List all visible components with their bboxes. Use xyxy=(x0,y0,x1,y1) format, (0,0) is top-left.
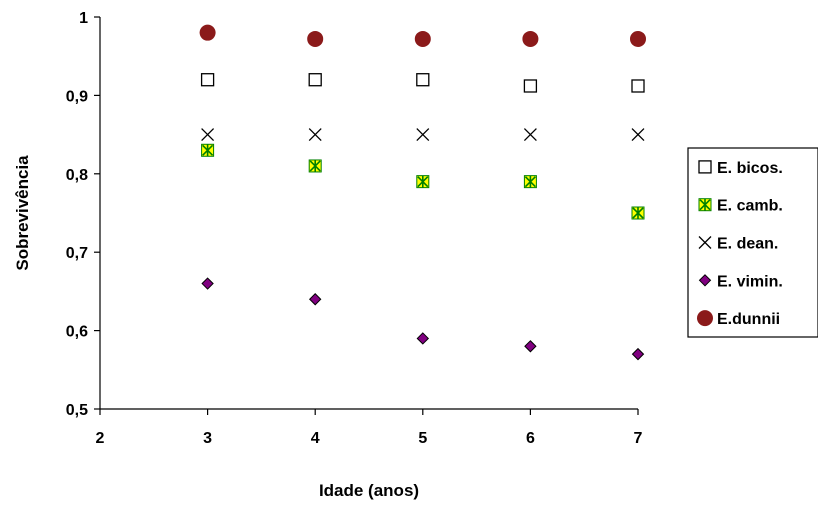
y-axis-label: Sobrevivência xyxy=(13,155,32,271)
legend-marker xyxy=(698,236,712,249)
marker-shape xyxy=(523,79,538,93)
data-point xyxy=(308,293,322,306)
data-point xyxy=(630,30,646,47)
marker-shape xyxy=(523,128,537,142)
y-tick-label: 0,8 xyxy=(66,167,88,184)
marker-shape xyxy=(416,128,430,142)
data-point xyxy=(199,24,216,41)
marker-star xyxy=(309,159,321,172)
data-point xyxy=(201,143,215,157)
data-point xyxy=(201,277,214,290)
data-point xyxy=(201,128,215,142)
marker-shape xyxy=(199,24,216,41)
legend-marker xyxy=(697,310,713,327)
marker-shape xyxy=(307,30,324,47)
legend-label: E. dean. xyxy=(717,236,778,253)
data-point xyxy=(631,347,645,361)
data-point xyxy=(522,30,539,47)
marker-shape xyxy=(522,30,539,47)
marker-shape xyxy=(697,310,713,327)
legend-label: E. bicos. xyxy=(717,160,783,177)
data-point xyxy=(414,30,431,47)
marker-star xyxy=(699,198,711,211)
data-point xyxy=(523,175,537,189)
marker-shape xyxy=(308,128,322,142)
legend-marker xyxy=(698,198,712,212)
data-point xyxy=(631,128,645,142)
data-point xyxy=(416,175,430,189)
marker-star xyxy=(417,175,429,188)
x-tick-label: 2 xyxy=(96,430,105,447)
data-point xyxy=(307,30,324,47)
data-point xyxy=(631,206,645,220)
y-tick-label: 1 xyxy=(79,10,88,27)
marker-shape xyxy=(201,128,215,142)
marker-shape xyxy=(524,340,537,353)
legend-item: E. dean. xyxy=(698,236,778,253)
marker-shape xyxy=(631,79,645,93)
data-points xyxy=(199,24,646,361)
y-tick-label: 0,7 xyxy=(66,245,88,262)
legend-item: E. bicos. xyxy=(698,160,783,177)
marker-shape xyxy=(201,277,214,290)
marker-star xyxy=(524,175,536,188)
legend: E. bicos. E. camb. E. dean. E. vimin. E.dunn… xyxy=(687,147,818,338)
y-tick-label: 0,6 xyxy=(66,324,88,341)
data-point xyxy=(524,340,537,353)
legend-label: E. vimin. xyxy=(717,273,783,290)
x-tick-label: 5 xyxy=(418,430,427,447)
x-tick-label: 7 xyxy=(634,430,643,447)
marker-shape xyxy=(631,128,645,142)
x-tick-label: 3 xyxy=(203,430,212,447)
legend-label: E.dunnii xyxy=(717,311,780,328)
data-point xyxy=(308,128,322,142)
legend-marker xyxy=(698,274,712,287)
marker-shape xyxy=(630,30,646,47)
x-axis-label: Idade (anos) xyxy=(319,481,419,500)
marker-shape xyxy=(414,30,431,47)
marker-shape xyxy=(698,274,712,287)
data-point xyxy=(523,128,537,142)
data-point xyxy=(308,159,322,173)
data-point xyxy=(631,79,645,93)
data-point xyxy=(416,332,430,345)
data-point xyxy=(308,73,322,87)
legend-item: E. vimin. xyxy=(698,273,783,290)
marker-shape xyxy=(416,332,430,345)
data-point xyxy=(523,79,538,93)
data-point xyxy=(416,128,430,142)
marker-shape xyxy=(200,73,215,87)
x-tick-label: 4 xyxy=(311,430,320,447)
marker-shape xyxy=(308,293,322,306)
y-tick-label: 0,5 xyxy=(66,402,88,419)
marker-shape xyxy=(698,236,712,249)
data-point xyxy=(200,73,215,87)
legend-box xyxy=(687,147,818,338)
x-tick-label: 6 xyxy=(526,430,535,447)
legend-label: E. camb. xyxy=(717,198,783,215)
axes: 0,5 0,6 0,7 0,8 0,9 1 2 3 4 5 6 7 xyxy=(66,10,643,447)
marker-shape xyxy=(308,73,322,87)
legend-item: E.dunnii xyxy=(697,310,780,328)
y-tick-label: 0,9 xyxy=(66,88,88,105)
marker-star xyxy=(202,144,214,157)
legend-marker xyxy=(698,160,712,174)
data-point xyxy=(416,73,430,87)
marker-shape xyxy=(416,73,430,87)
marker-star xyxy=(632,207,644,219)
legend-item: E. camb. xyxy=(698,198,783,215)
marker-shape xyxy=(631,347,645,361)
marker-shape xyxy=(698,160,712,174)
